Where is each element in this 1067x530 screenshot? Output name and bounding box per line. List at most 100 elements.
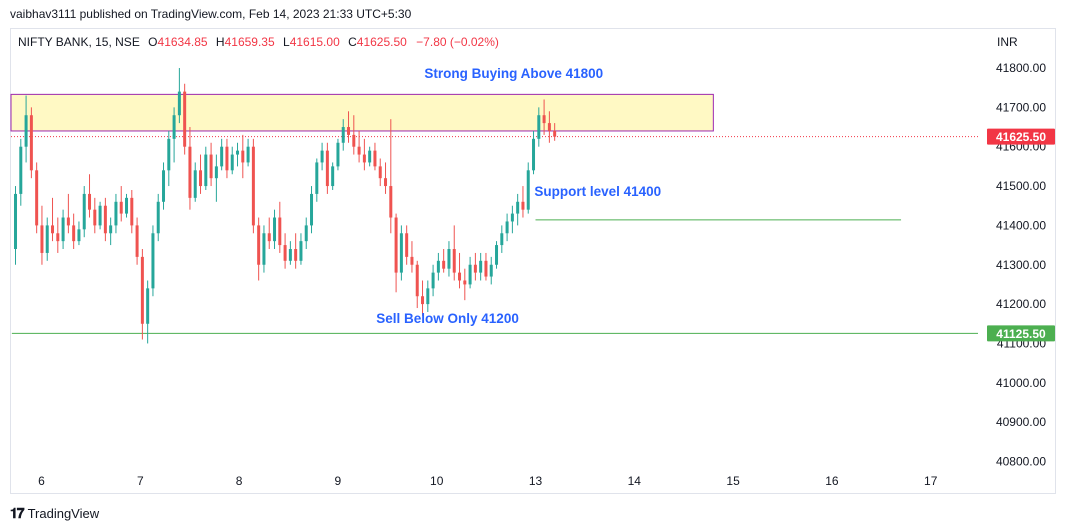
candle: [246, 138, 250, 167]
candle: [241, 134, 245, 179]
candle-body: [177, 91, 181, 116]
annotation-0[interactable]: Strong Buying Above 41800: [424, 66, 603, 81]
candle: [35, 162, 39, 234]
candle-body: [389, 186, 393, 218]
candle: [24, 95, 28, 163]
candle-body: [172, 115, 176, 139]
candle-body: [526, 170, 530, 210]
candle-body: [241, 150, 245, 163]
candle-body: [225, 146, 229, 171]
candle: [130, 189, 134, 234]
candle-body: [500, 233, 504, 246]
candle: [72, 213, 76, 250]
candle: [399, 225, 403, 281]
candle: [468, 256, 472, 289]
candle: [310, 186, 314, 234]
legend-low: 41615.00: [290, 35, 340, 49]
candle-body: [103, 205, 107, 234]
price-chart[interactable]: Strong Buying Above 41800 Support level 4…: [0, 0, 1067, 500]
candle: [394, 213, 398, 293]
candle: [537, 107, 541, 147]
annotation-1[interactable]: Support level 41400: [534, 184, 661, 199]
candle-body: [468, 264, 472, 285]
candle-body: [40, 225, 44, 253]
candle-body: [151, 233, 155, 289]
candle-body: [93, 209, 97, 226]
candle-body: [479, 260, 483, 273]
candle: [135, 217, 139, 265]
candle-body: [183, 91, 187, 147]
candle: [273, 209, 277, 250]
candle-body: [331, 166, 335, 187]
price-label-text: 41125.50: [996, 327, 1046, 341]
annotation-2[interactable]: Sell Below Only 41200: [376, 311, 519, 326]
candle: [77, 221, 81, 246]
candle-body: [294, 249, 298, 261]
candle: [167, 130, 171, 187]
candle: [236, 142, 240, 167]
candle-body: [204, 154, 208, 187]
candle: [262, 225, 266, 273]
candle-body: [458, 272, 462, 281]
candle: [458, 252, 462, 289]
legend-change: −7.80 (−0.02%): [416, 35, 499, 49]
candle-body: [505, 221, 509, 234]
candle-body: [66, 217, 70, 226]
brand-name: TradingView: [27, 506, 100, 521]
candle: [362, 138, 366, 171]
candle-body: [542, 115, 546, 124]
candle: [357, 130, 361, 163]
candle: [405, 225, 409, 265]
x-tick-label: 8: [236, 474, 243, 488]
candle: [415, 260, 419, 309]
candle: [156, 193, 160, 242]
candle: [204, 146, 208, 190]
candle: [299, 233, 303, 265]
candle: [516, 193, 520, 226]
published-line: vaibhav3111 published on TradingView.com…: [10, 7, 412, 21]
candle-body: [495, 245, 499, 265]
candle-body: [516, 201, 520, 214]
candle-body: [283, 245, 287, 261]
candle: [495, 241, 499, 269]
candle: [278, 201, 282, 253]
candle-body: [257, 225, 261, 265]
candle-body: [130, 197, 134, 226]
candle: [257, 217, 261, 281]
candle-body: [537, 115, 541, 139]
candle: [473, 252, 477, 281]
x-tick-label: 9: [335, 474, 342, 488]
candle-body: [288, 249, 292, 261]
candle-body: [77, 229, 81, 242]
candle-body: [193, 170, 197, 198]
y-tick-label: 40900.00: [996, 415, 1046, 429]
x-tick-label: 14: [628, 474, 642, 488]
buying-zone[interactable]: [10, 93, 714, 132]
candle-body: [262, 233, 266, 265]
candle-body: [146, 288, 150, 324]
candle: [304, 217, 308, 250]
candle-body: [251, 146, 255, 226]
candle-body: [14, 193, 18, 250]
candle: [98, 201, 102, 230]
candle: [505, 213, 509, 242]
tradingview-brand[interactable]: 𝟏𝟕 TradingView: [10, 505, 99, 522]
candle: [119, 186, 123, 222]
price-label-last-price: 41625.50: [987, 128, 1055, 145]
y-tick-label: 41300.00: [996, 258, 1046, 272]
candle: [162, 162, 166, 210]
candle: [378, 158, 382, 187]
y-tick-label: 41400.00: [996, 218, 1046, 232]
candle-body: [352, 134, 356, 147]
candle-body: [320, 150, 324, 163]
candle: [230, 146, 234, 175]
candle: [500, 225, 504, 253]
candle: [66, 193, 70, 234]
candle-body: [310, 193, 314, 226]
candle: [151, 225, 155, 297]
candle-body: [109, 225, 113, 234]
candle: [288, 241, 292, 265]
candle-body: [304, 225, 308, 242]
candle-body: [405, 233, 409, 257]
candle-body: [336, 142, 340, 167]
